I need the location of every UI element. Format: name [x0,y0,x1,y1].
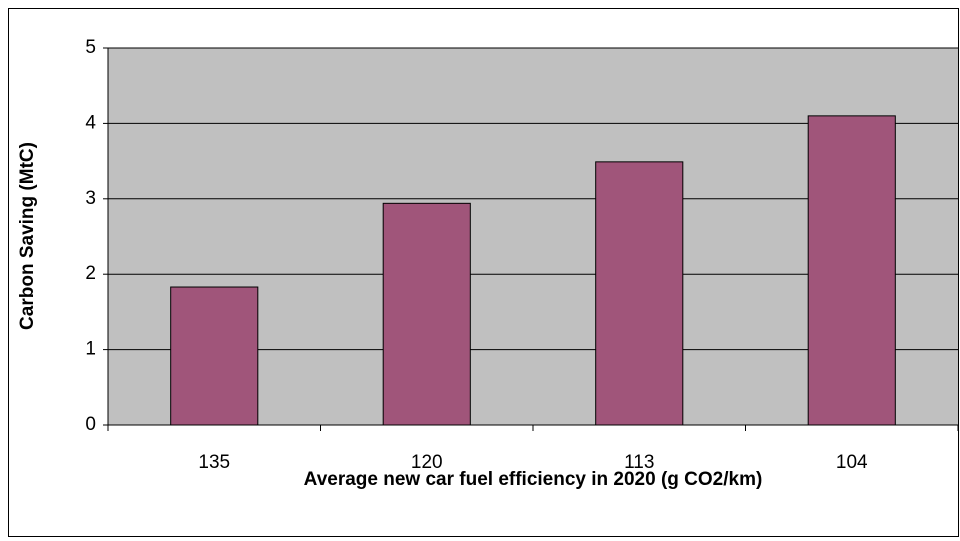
bar [170,286,259,426]
bar [807,115,896,426]
y-tick-label: 5 [85,37,96,58]
x-tick-label: 135 [198,452,230,473]
x-axis-label: Average new car fuel efficiency in 2020 … [304,469,763,490]
x-tick-label: 104 [836,452,868,473]
bar [595,161,684,426]
y-axis-label: Carbon Saving (MtC) [17,142,38,330]
y-tick-label: 0 [85,414,96,435]
x-tick-label: 113 [624,452,654,473]
y-tick-label: 1 [85,339,96,360]
y-tick-label: 2 [85,263,96,284]
x-tick-label: 120 [411,452,443,473]
bar [382,202,471,426]
y-tick-label: 4 [85,112,96,133]
y-tick-label: 3 [85,188,96,209]
